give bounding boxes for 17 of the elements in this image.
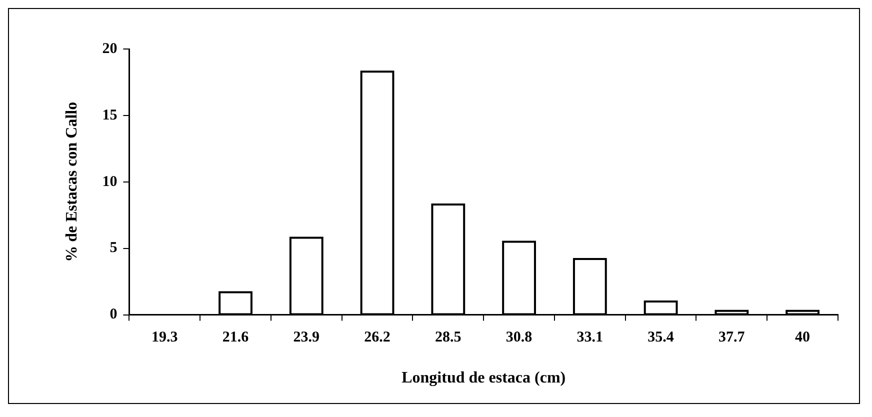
x-tick-label: 37.7 (718, 330, 746, 346)
x-tick-label: 35.4 (648, 330, 674, 346)
x-tick-label: 23.9 (293, 330, 320, 346)
y-tick-label: 5 (110, 240, 118, 256)
y-tick-label: 20 (102, 40, 118, 57)
x-tick-label: 33.1 (576, 330, 604, 346)
x-tick-label: 26.2 (364, 330, 390, 346)
x-tick-label: 21.6 (222, 330, 250, 346)
x-tick-label: 30.8 (506, 330, 532, 346)
x-axis-title: Longitud de estaca (cm) (402, 370, 566, 387)
y-tick-label: 0 (110, 306, 118, 323)
y-tick-label: 10 (102, 174, 118, 190)
y-axis-title: % de Estacas con Callo (64, 102, 81, 262)
x-tick-label: 40 (795, 330, 810, 346)
x-tick-label: 28.5 (435, 330, 462, 346)
x-tick-label: 19.3 (152, 330, 178, 346)
y-tick-label: 15 (102, 107, 118, 124)
